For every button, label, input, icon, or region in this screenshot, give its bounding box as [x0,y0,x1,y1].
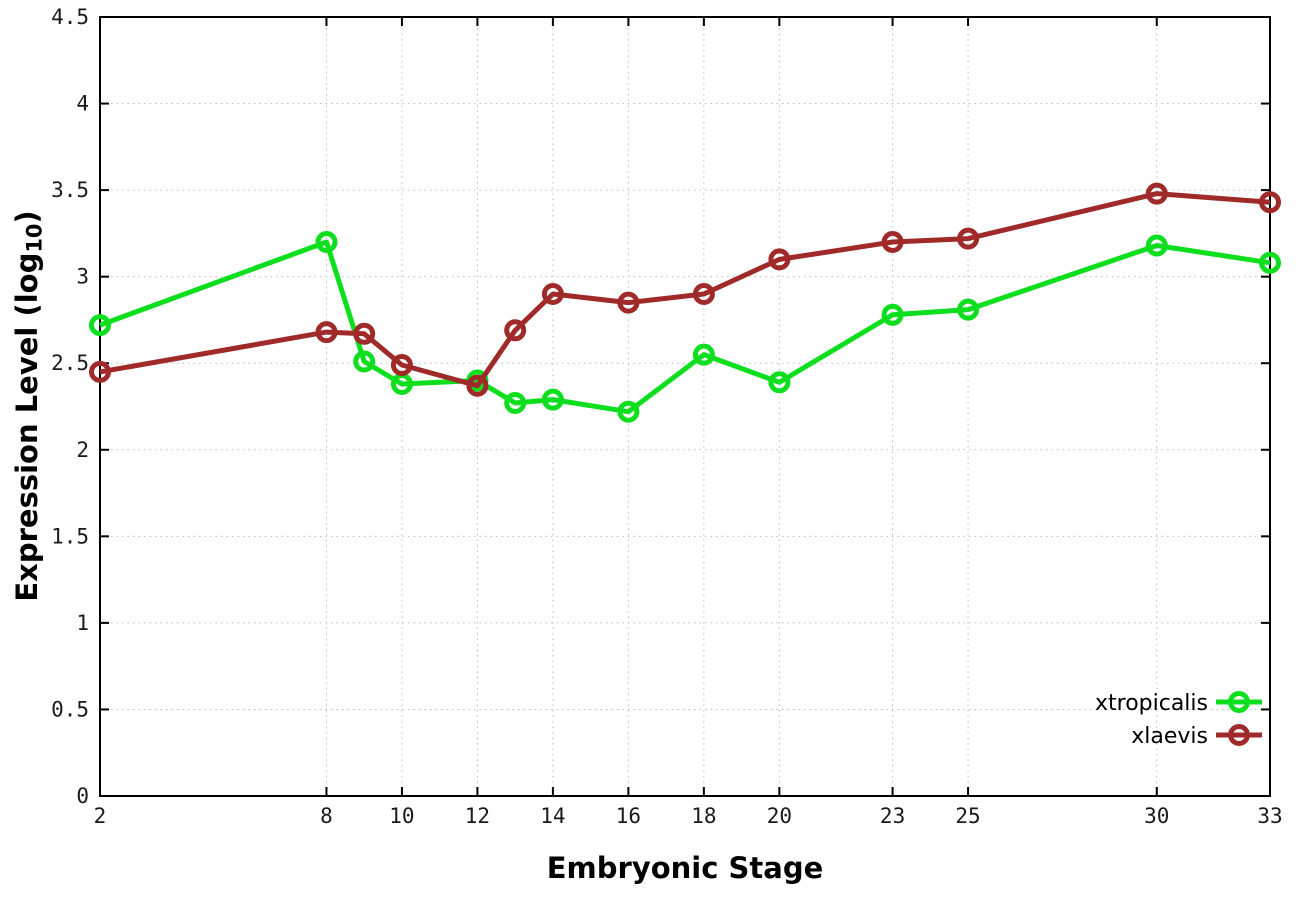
data-point-marker-xlaevis [1145,182,1168,205]
y-tick-label: 1 [76,611,89,635]
data-point-marker-xtropicalis [617,400,640,423]
data-point-marker-xtropicalis [504,392,527,414]
x-tick-label: 12 [465,804,490,828]
legend-marker-xtropicalis [1228,691,1250,713]
data-point-marker-xlaevis [504,319,527,342]
x-tick-label: 25 [955,804,980,828]
data-point-marker-xlaevis [353,322,376,345]
data-point-marker-xtropicalis [541,388,564,411]
plot-border [99,16,1271,797]
y-tick-label: 2.5 [51,351,89,375]
legend-marker-xlaevis [1228,724,1250,746]
data-point-marker-xtropicalis [692,343,715,366]
x-tick-label: 18 [691,804,716,828]
data-point-marker-xlaevis [1259,191,1281,214]
y-axis-title: Expression Level (log10) [10,210,47,602]
y-axis-title-main: Expression Level (log [10,252,44,602]
y-tick-label: 0 [76,784,89,808]
data-point-marker-xtropicalis [1259,251,1281,274]
y-tick-label: 3 [76,265,89,289]
y-tick-label: 1.5 [51,524,89,548]
x-axis-title: Embryonic Stage [546,851,824,885]
data-point-marker-xlaevis [881,231,904,253]
data-point-marker-xlaevis [617,291,640,314]
x-tick-label: 20 [767,804,792,828]
data-point-marker-xlaevis [957,227,980,250]
x-tick-label: 30 [1144,804,1169,828]
y-axis-title-subscript: 10 [22,223,47,253]
y-tick-label: 3.5 [51,178,89,202]
y-tick-label: 2 [76,438,89,462]
y-tick-label: 4.5 [51,5,89,29]
y-tick-label: 4 [76,92,89,116]
x-tick-label: 16 [616,804,641,828]
data-point-marker-xtropicalis [957,298,980,321]
data-point-marker-xlaevis [315,321,338,344]
legend-label-xlaevis: xlaevis [1131,724,1208,749]
y-tick-label: 0.5 [51,697,89,721]
data-point-marker-xlaevis [692,283,715,305]
y-axis-title-end: ) [10,210,44,224]
x-tick-label: 33 [1257,804,1282,828]
data-point-marker-xlaevis [768,248,791,271]
legend-label-xtropicalis: xtropicalis [1095,691,1208,716]
data-point-marker-xlaevis [466,374,489,397]
data-point-marker-xlaevis [390,354,413,376]
data-point-marker-xtropicalis [1145,234,1168,257]
x-tick-label: 14 [540,804,565,828]
data-point-marker-xlaevis [89,360,111,383]
data-point-marker-xlaevis [541,283,564,305]
series-line-xlaevis [99,191,1271,389]
x-tick-label: 23 [880,804,905,828]
data-point-marker-xtropicalis [315,231,338,253]
series-line-xtropicalis [99,239,1271,415]
data-point-marker-xtropicalis [89,314,111,337]
x-tick-label: 10 [389,804,414,828]
data-point-marker-xtropicalis [881,303,904,326]
x-tick-label: 2 [94,804,107,828]
data-point-marker-xtropicalis [353,350,376,373]
x-tick-label: 8 [320,804,333,828]
data-point-marker-xtropicalis [768,371,791,394]
